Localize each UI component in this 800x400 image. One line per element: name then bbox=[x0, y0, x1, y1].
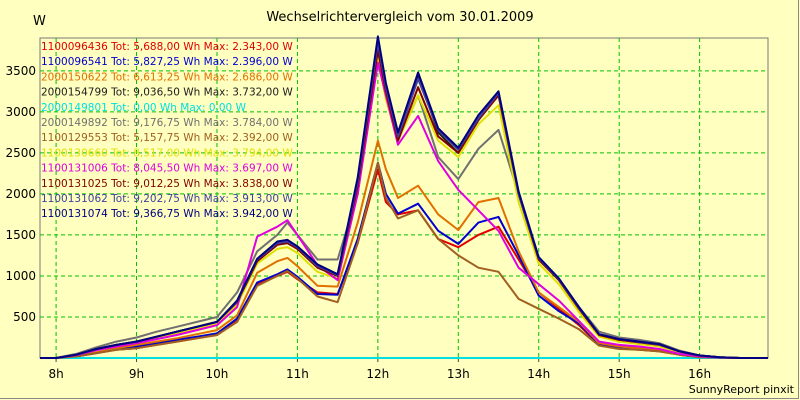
x-tick-label: 10h bbox=[206, 367, 229, 381]
y-tick-label: 3000 bbox=[5, 105, 36, 119]
y-tick-label: 1000 bbox=[5, 269, 36, 283]
x-tick-label: 13h bbox=[447, 367, 470, 381]
y-tick-label: 1500 bbox=[5, 228, 36, 242]
y-axis-unit: W bbox=[33, 14, 46, 29]
x-tick-label: 16h bbox=[688, 367, 711, 381]
x-tick-label: 15h bbox=[608, 367, 631, 381]
legend-entry-1100131025: 1100131025 Tot: 9,012,25 Wh Max: 3.838,0… bbox=[41, 178, 293, 190]
legend-entry-2000149892: 2000149892 Tot: 9,176,75 Wh Max: 3.784,0… bbox=[41, 117, 293, 129]
legend-entry-1100131074: 1100131074 Tot: 9,366,75 Wh Max: 3.942,0… bbox=[41, 208, 293, 220]
x-tick-label: 8h bbox=[48, 367, 63, 381]
series-line-2000149892 bbox=[40, 53, 768, 359]
credit-text: SunnyReport pinxit bbox=[688, 383, 794, 396]
series-line-1100131074 bbox=[40, 35, 768, 359]
legend-entry-1100096436: 1100096436 Tot: 5,688,00 Wh Max: 2.343,0… bbox=[41, 41, 293, 53]
y-tick-label: 2500 bbox=[5, 146, 36, 160]
legend-entry-2000149801: 2000149801 Tot: 0,00 Wh Max: 0,00 W bbox=[41, 102, 247, 114]
legend-entry-1100131062: 1100131062 Tot: 9,202,75 Wh Max: 3.913,0… bbox=[41, 193, 293, 205]
legend-entry-1100130660: 1100130660 Tot: 8,517,00 Wh Max: 3.794,0… bbox=[41, 147, 293, 159]
y-tick-label: 2000 bbox=[5, 187, 36, 201]
legend-entry-2000154799: 2000154799 Tot: 9,036,50 Wh Max: 3.732,0… bbox=[41, 87, 293, 99]
chart-title: Wechselrichtervergleich vom 30.01.2009 bbox=[266, 10, 534, 25]
series-line-1100096541 bbox=[40, 161, 768, 359]
x-tick-label: 9h bbox=[129, 367, 144, 381]
x-tick-label: 12h bbox=[366, 367, 389, 381]
x-tick-label: 11h bbox=[286, 367, 309, 381]
series-line-1100129553 bbox=[40, 161, 768, 359]
y-tick-label: 500 bbox=[13, 310, 36, 324]
legend-entry-1100096541: 1100096541 Tot: 5,827,25 Wh Max: 2.396,0… bbox=[41, 56, 293, 68]
legend-entry-2000150622: 2000150622 Tot: 6,613,25 Wh Max: 2.686,0… bbox=[41, 71, 293, 83]
y-tick-label: 3500 bbox=[5, 64, 36, 78]
legend-entry-1100129553: 1100129553 Tot: 5,157,75 Wh Max: 2.392,0… bbox=[41, 132, 293, 144]
x-tick-label: 14h bbox=[527, 367, 550, 381]
series-line-2000150622 bbox=[40, 139, 768, 359]
legend-entry-1100131006: 1100131006 Tot: 8,045,50 Wh Max: 3.697,0… bbox=[41, 163, 293, 175]
